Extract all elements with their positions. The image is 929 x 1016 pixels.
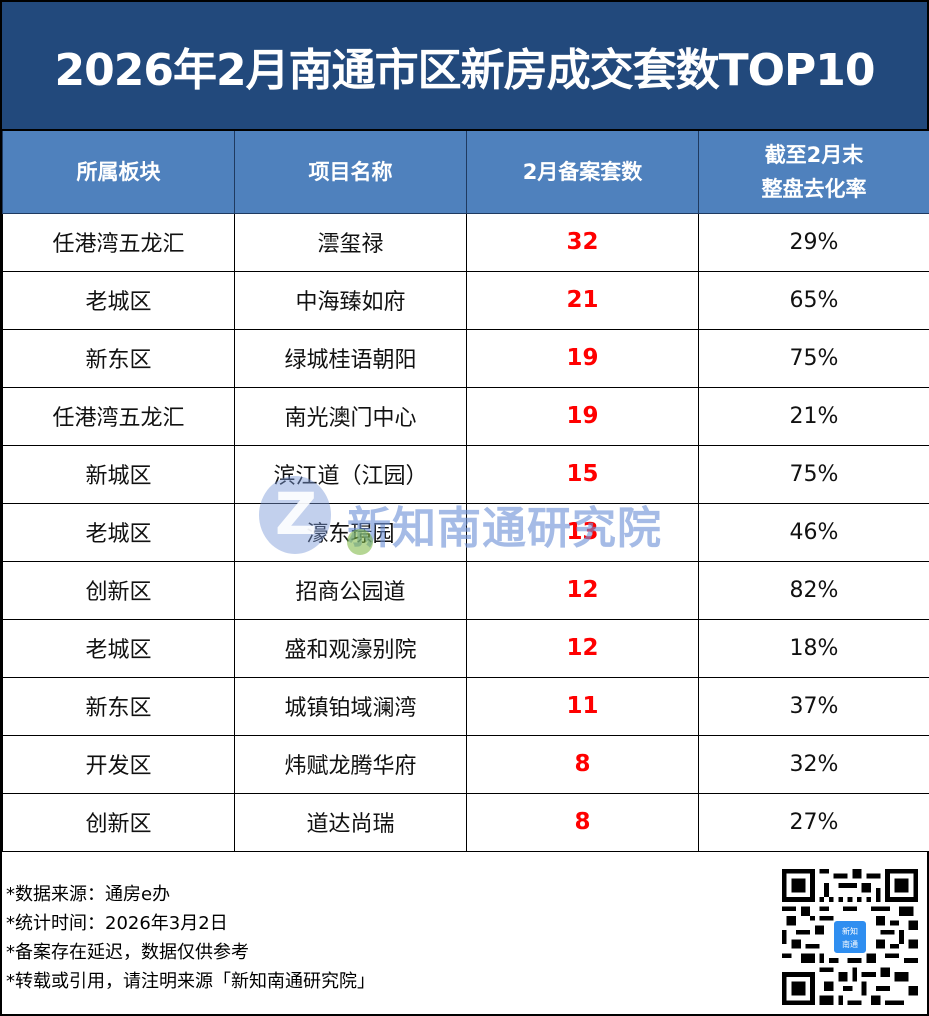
district-cell: 老城区 — [2, 618, 235, 678]
note-stat-date: *统计时间：2026年3月2日 — [6, 913, 228, 934]
district-cell: 新东区 — [2, 676, 235, 736]
units-cell: 15 — [466, 444, 699, 504]
units-cell: 19 — [466, 328, 699, 388]
district-cell: 创新区 — [2, 792, 235, 852]
units-cell: 8 — [466, 792, 699, 852]
note-disclaimer: *备案存在延迟，数据仅供参考 — [6, 942, 249, 963]
rate-cell: 32% — [698, 734, 929, 794]
district-cell: 创新区 — [2, 560, 235, 620]
rate-cell: 75% — [698, 328, 929, 388]
project-cell: 招商公园道 — [234, 560, 467, 620]
qr-logo-line2: 南通 — [842, 940, 858, 949]
table-row: 新东区 城镇铂域澜湾 11 37% — [2, 676, 929, 736]
project-cell: 城镇铂域澜湾 — [234, 676, 467, 736]
table-row: 新城区 滨江道（江园） 15 75% — [2, 444, 929, 504]
column-header-units: 2月备案套数 — [466, 131, 699, 214]
table-row: 创新区 道达尚瑞 8 27% — [2, 792, 929, 852]
note-citation: *转载或引用，请注明来源「新知南通研究院」 — [6, 971, 375, 992]
table-row: 新东区 绿城桂语朝阳 19 75% — [2, 328, 929, 388]
project-cell: 滨江道（江园） — [234, 444, 467, 504]
district-cell: 开发区 — [2, 734, 235, 794]
district-cell: 任港湾五龙汇 — [2, 212, 235, 272]
table-row: 老城区 濠东璟园 13 46% — [2, 502, 929, 562]
table-row: 开发区 炜赋龙腾华府 8 32% — [2, 734, 929, 794]
project-cell: 盛和观濠别院 — [234, 618, 467, 678]
table-row: 老城区 中海臻如府 21 65% — [2, 270, 929, 330]
table-row: 任港湾五龙汇 澐玺禄 32 29% — [2, 212, 929, 272]
note-data-source: *数据来源：通房e办 — [6, 884, 171, 905]
project-cell: 濠东璟园 — [234, 502, 467, 562]
district-cell: 新东区 — [2, 328, 235, 388]
ranking-table: 所属板块 项目名称 2月备案套数 截至2月末 整盘去化率 任港湾五龙汇 澐玺禄 … — [2, 131, 929, 852]
units-cell: 12 — [466, 618, 699, 678]
units-cell: 13 — [466, 502, 699, 562]
project-cell: 绿城桂语朝阳 — [234, 328, 467, 388]
units-cell: 8 — [466, 734, 699, 794]
units-cell: 21 — [466, 270, 699, 330]
qr-code: 新知 南通 — [782, 869, 918, 1005]
table-header-row: 所属板块 项目名称 2月备案套数 截至2月末 整盘去化率 — [2, 131, 929, 214]
table-row: 创新区 招商公园道 12 82% — [2, 560, 929, 620]
footnotes: *数据来源：通房e办 *统计时间：2026年3月2日 *备案存在延迟，数据仅供参… — [6, 880, 375, 996]
column-header-project: 项目名称 — [234, 131, 467, 214]
project-cell: 中海臻如府 — [234, 270, 467, 330]
project-cell: 炜赋龙腾华府 — [234, 734, 467, 794]
rate-cell: 29% — [698, 212, 929, 272]
district-cell: 任港湾五龙汇 — [2, 386, 235, 446]
project-cell: 南光澳门中心 — [234, 386, 467, 446]
rate-cell: 37% — [698, 676, 929, 736]
column-header-sell-through: 截至2月末 整盘去化率 — [698, 131, 929, 214]
district-cell: 新城区 — [2, 444, 235, 504]
qr-brand-logo: 新知 南通 — [832, 919, 868, 955]
column-header-line2: 整盘去化率 — [761, 176, 867, 201]
rate-cell: 21% — [698, 386, 929, 446]
rate-cell: 82% — [698, 560, 929, 620]
qr-logo-line1: 新知 — [842, 927, 858, 936]
column-header-district: 所属板块 — [2, 131, 235, 214]
title-banner: 2026年2月南通市区新房成交套数TOP10 — [2, 2, 927, 131]
units-cell: 12 — [466, 560, 699, 620]
units-cell: 11 — [466, 676, 699, 736]
footer: *数据来源：通房e办 *统计时间：2026年3月2日 *备案存在延迟，数据仅供参… — [2, 853, 927, 1016]
table-row: 老城区 盛和观濠别院 12 18% — [2, 618, 929, 678]
district-cell: 老城区 — [2, 270, 235, 330]
units-cell: 19 — [466, 386, 699, 446]
rate-cell: 46% — [698, 502, 929, 562]
units-cell: 32 — [466, 212, 699, 272]
project-cell: 道达尚瑞 — [234, 792, 467, 852]
column-header-line1: 截至2月末 — [764, 142, 864, 167]
page-title: 2026年2月南通市区新房成交套数TOP10 — [54, 44, 876, 96]
table-row: 任港湾五龙汇 南光澳门中心 19 21% — [2, 386, 929, 446]
project-cell: 澐玺禄 — [234, 212, 467, 272]
rate-cell: 65% — [698, 270, 929, 330]
rate-cell: 75% — [698, 444, 929, 504]
rate-cell: 18% — [698, 618, 929, 678]
district-cell: 老城区 — [2, 502, 235, 562]
rate-cell: 27% — [698, 792, 929, 852]
